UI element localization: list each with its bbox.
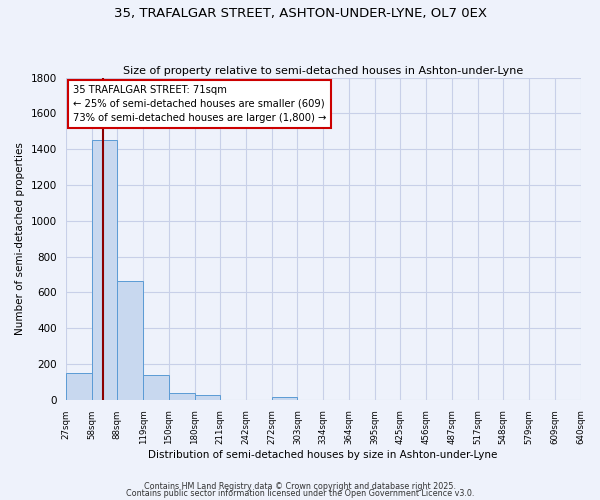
X-axis label: Distribution of semi-detached houses by size in Ashton-under-Lyne: Distribution of semi-detached houses by … (148, 450, 498, 460)
Bar (66, 373, 92, 400)
Bar (143, 375, 169, 400)
Bar (194, 396, 220, 400)
Bar (272, 397, 298, 400)
Bar (118, 281, 143, 400)
Text: Contains public sector information licensed under the Open Government Licence v3: Contains public sector information licen… (126, 489, 474, 498)
Bar (92, 140, 118, 400)
Title: Size of property relative to semi-detached houses in Ashton-under-Lyne: Size of property relative to semi-detach… (123, 66, 523, 76)
Y-axis label: Number of semi-detached properties: Number of semi-detached properties (15, 142, 25, 335)
Text: Contains HM Land Registry data © Crown copyright and database right 2025.: Contains HM Land Registry data © Crown c… (144, 482, 456, 491)
Bar (169, 392, 194, 400)
Text: 35 TRAFALGAR STREET: 71sqm
← 25% of semi-detached houses are smaller (609)
73% o: 35 TRAFALGAR STREET: 71sqm ← 25% of semi… (73, 85, 326, 123)
Text: 35, TRAFALGAR STREET, ASHTON-UNDER-LYNE, OL7 0EX: 35, TRAFALGAR STREET, ASHTON-UNDER-LYNE,… (113, 8, 487, 20)
